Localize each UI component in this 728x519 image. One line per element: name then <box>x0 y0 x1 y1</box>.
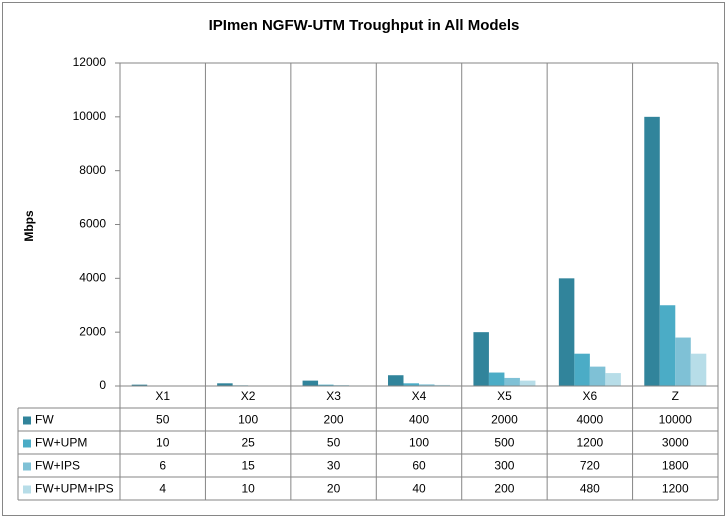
table-cell: 100 <box>409 436 429 450</box>
x-tick-label: X2 <box>241 389 256 403</box>
table-cell: 10000 <box>659 413 693 427</box>
y-tick-label: 0 <box>99 378 106 392</box>
x-tick-label: X4 <box>412 389 427 403</box>
bar <box>589 366 606 386</box>
table-cell: 2000 <box>491 413 518 427</box>
table-cell: 50 <box>327 436 341 450</box>
legend-label: FW+IPS <box>35 459 80 473</box>
bar <box>488 372 505 386</box>
table-cell: 480 <box>580 482 600 496</box>
bar <box>419 384 435 386</box>
legend-label: FW <box>35 413 54 427</box>
y-tick-label: 6000 <box>79 217 106 231</box>
bar <box>558 278 575 386</box>
bar <box>217 383 233 386</box>
bar <box>574 353 590 386</box>
table-cell: 10 <box>241 482 255 496</box>
bar <box>605 373 621 386</box>
table-cell: 400 <box>409 413 429 427</box>
table-cell: 40 <box>412 482 426 496</box>
table-cell: 30 <box>327 459 341 473</box>
x-tick-label: X5 <box>497 389 512 403</box>
bar <box>644 116 660 386</box>
legend-key <box>23 439 31 448</box>
bar <box>519 380 536 386</box>
bar <box>473 332 489 386</box>
x-tick-label: X3 <box>326 389 341 403</box>
bar <box>302 380 319 386</box>
table-cell: 6 <box>159 459 166 473</box>
x-tick-label: X6 <box>583 389 598 403</box>
legend-key <box>23 462 31 471</box>
y-tick-label: 4000 <box>79 271 106 285</box>
bar <box>690 353 707 386</box>
bar <box>403 383 419 386</box>
y-axis-label: Mbps <box>22 210 36 242</box>
table-cell: 4 <box>159 482 166 496</box>
table-cell: 20 <box>327 482 341 496</box>
legend-key <box>23 416 31 425</box>
table-cell: 4000 <box>577 413 604 427</box>
table-cell: 720 <box>580 459 600 473</box>
table-cell: 15 <box>241 459 255 473</box>
y-tick-label: 8000 <box>79 163 106 177</box>
table-cell: 100 <box>238 413 258 427</box>
table-cell: 300 <box>494 459 514 473</box>
bar <box>659 305 676 386</box>
bar <box>131 384 148 386</box>
table-cell: 1800 <box>662 459 689 473</box>
legend-label: FW+UPM+IPS <box>35 482 114 496</box>
table-cell: 60 <box>412 459 426 473</box>
y-tick-label: 12000 <box>73 55 107 69</box>
table-cell: 1200 <box>577 436 604 450</box>
table-cell: 25 <box>241 436 255 450</box>
legend-key <box>23 485 31 494</box>
table-cell: 200 <box>494 482 514 496</box>
bar <box>675 337 691 386</box>
y-tick-label: 2000 <box>79 324 106 338</box>
x-tick-label: Z <box>672 389 679 403</box>
table-cell: 200 <box>324 413 344 427</box>
table-cell: 500 <box>494 436 514 450</box>
bar <box>318 384 334 386</box>
bar <box>434 384 450 386</box>
table-cell: 1200 <box>662 482 689 496</box>
legend-label: FW+UPM <box>35 436 87 450</box>
bar <box>388 375 404 386</box>
bar <box>504 377 520 386</box>
chart-title: IPImen NGFW-UTM Troughput in All Models <box>209 17 520 34</box>
x-tick-label: X1 <box>155 389 170 403</box>
y-tick-label: 10000 <box>73 109 107 123</box>
table-cell: 10 <box>156 436 170 450</box>
table-cell: 50 <box>156 413 170 427</box>
table-cell: 3000 <box>662 436 689 450</box>
